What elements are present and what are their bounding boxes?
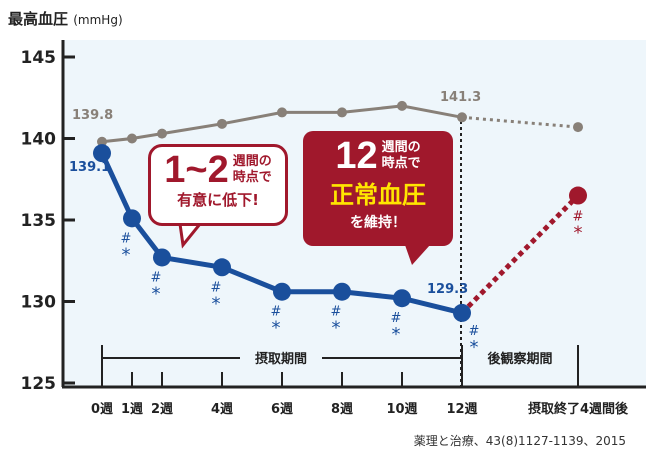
data-label: 129.3 (427, 282, 468, 297)
control-point (457, 112, 467, 123)
source-citation: 薬理と治療、43(8)1127-1139、2015 (413, 434, 626, 448)
y-tick-label: 130 (21, 293, 57, 313)
sig-asterisk: * (152, 283, 161, 304)
x-tick-label: 1週 (121, 402, 143, 417)
control-point (337, 107, 347, 118)
callout-2-tail (405, 245, 430, 265)
x-tick-label: 2週 (151, 402, 173, 417)
test-point (123, 209, 141, 228)
sig-hash: # (211, 280, 222, 295)
test-point (333, 282, 351, 301)
y-tick-label: 145 (21, 48, 57, 68)
x-tick-label: 8週 (331, 402, 353, 417)
test-point (93, 144, 111, 163)
sig-hash: # (331, 305, 342, 320)
sig-hash: # (469, 324, 480, 339)
sig-asterisk: * (212, 293, 221, 314)
control-point (157, 128, 167, 139)
data-label: 139.1 (69, 160, 110, 175)
sig-hash: # (151, 270, 162, 285)
x-tick-label: 0週 (91, 402, 113, 417)
x-tick-label: 10週 (386, 402, 417, 417)
x-tick-label: 4週 (211, 402, 233, 417)
sig-asterisk: * (470, 337, 479, 358)
x-tick-label: 摂取終了4週間後 (528, 401, 629, 417)
sig-hash: # (271, 305, 282, 320)
sig-asterisk: * (272, 318, 281, 339)
sig-asterisk: * (392, 324, 401, 345)
sig-asterisk: * (332, 318, 341, 339)
intake-period-label: 摂取期間 (255, 351, 307, 367)
control-point (97, 136, 107, 147)
sig-hash: # (391, 311, 402, 326)
control-point (217, 118, 227, 129)
data-label: 141.3 (440, 90, 481, 105)
x-tick-label: 12週 (446, 402, 477, 417)
data-label: 139.8 (72, 108, 113, 123)
test-point (453, 303, 471, 322)
y-tick-label: 125 (21, 374, 57, 394)
control-point (277, 107, 287, 118)
sig-asterisk: * (574, 223, 583, 244)
control-line (101, 104, 463, 144)
y-tick-label: 140 (21, 130, 57, 150)
y-tick-label: 135 (21, 211, 57, 231)
control-followup-line (461, 115, 579, 129)
test-point (393, 289, 411, 308)
test-point (273, 282, 291, 301)
control-point (573, 122, 583, 133)
control-point (127, 133, 137, 144)
test-point (153, 248, 171, 267)
post-point (569, 186, 587, 205)
sig-asterisk: * (122, 244, 131, 265)
callout-12-weeks: 12 週間の 時点で 正常血圧 を維持！ (303, 131, 453, 246)
control-point (397, 100, 407, 111)
x-tick-label: 6週 (271, 402, 293, 417)
callout-1-2-weeks: 1~2 週間の 時点で 有意に低下! (148, 144, 288, 226)
sig-hash: # (573, 210, 584, 225)
post-line (460, 193, 580, 315)
followup-period-label: 後観察期間 (487, 351, 552, 367)
test-point (213, 258, 231, 277)
chart-title: 最高血圧 (mmHg) (8, 10, 123, 28)
sig-hash: # (121, 231, 132, 246)
